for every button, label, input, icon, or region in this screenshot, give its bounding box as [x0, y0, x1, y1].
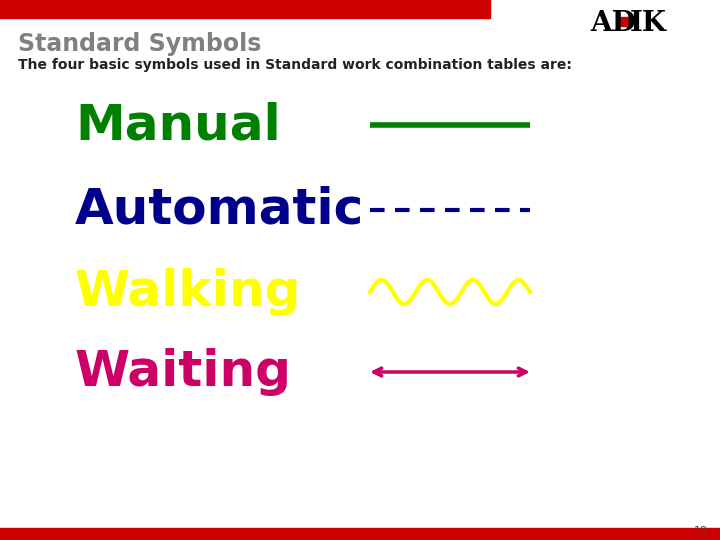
Bar [0, 0, 490, 18]
Bar [0, 528, 720, 540]
Text: Walking: Walking [75, 268, 302, 316]
Bar [620, 17, 629, 26]
Text: IK: IK [630, 10, 667, 37]
Text: Manual: Manual [75, 101, 281, 149]
Text: Automatic: Automatic [75, 186, 364, 234]
Text: AD: AD [590, 10, 636, 37]
Text: 19: 19 [694, 526, 708, 536]
Text: The four basic symbols used in Standard work combination tables are:: The four basic symbols used in Standard … [18, 58, 572, 72]
FancyArrowPatch shape [374, 368, 526, 376]
Text: Waiting: Waiting [75, 348, 292, 396]
Text: Standard Symbols: Standard Symbols [18, 32, 261, 56]
